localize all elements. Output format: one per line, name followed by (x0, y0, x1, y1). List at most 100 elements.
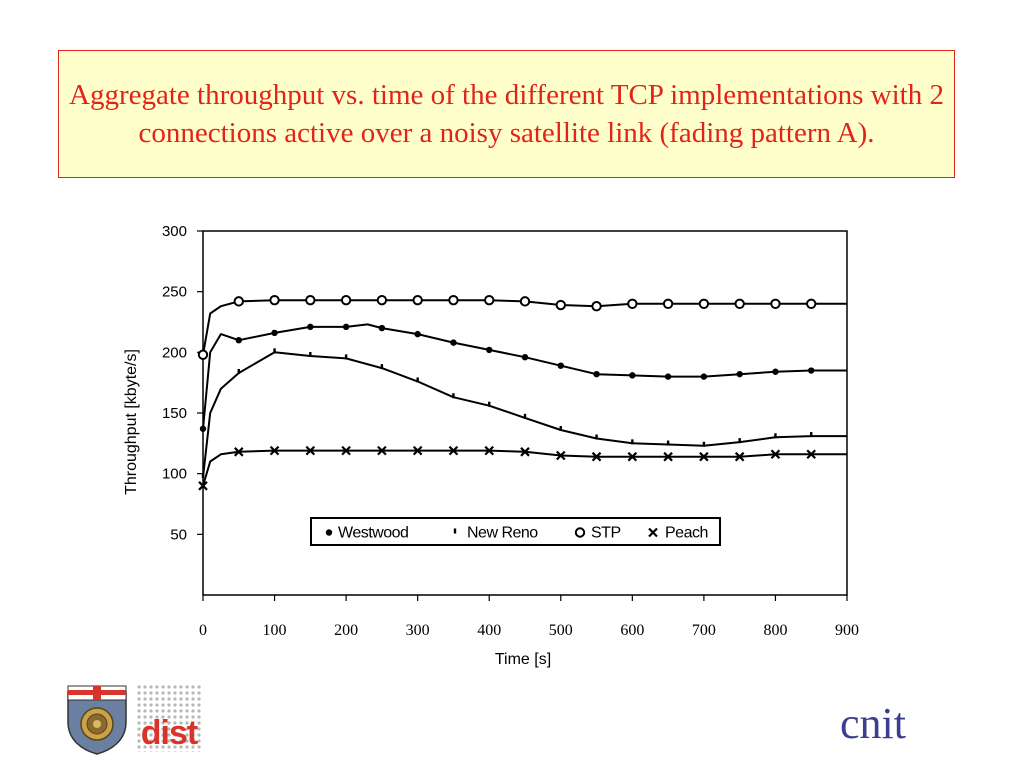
new-reno-point (273, 348, 276, 354)
peach-point (341, 445, 351, 456)
peach-point (233, 447, 244, 457)
new-reno-point (738, 438, 741, 444)
stp-point (770, 298, 781, 309)
peach-point-stroke (448, 445, 459, 456)
stp-point (269, 294, 280, 306)
westwood-point (199, 425, 207, 432)
westwood-point (808, 367, 815, 374)
x-tick-label: 0 (199, 622, 207, 639)
peach-point-stroke (591, 451, 602, 462)
university-crest-icon (67, 685, 127, 755)
new-reno-point (309, 351, 312, 357)
stp-point (591, 301, 602, 312)
stp-point (734, 298, 745, 309)
westwood-line (202, 323, 847, 429)
peach-point (448, 445, 459, 456)
peach-point (305, 445, 316, 456)
new-reno-point (237, 368, 240, 374)
cnit-logo: cnit (840, 699, 906, 748)
cnit-logo-text: cnit (840, 699, 906, 748)
peach-point-stroke (341, 445, 351, 456)
peach-point-stroke (412, 445, 423, 456)
peach-point-stroke (734, 451, 745, 462)
westwood-point (378, 324, 386, 332)
dist-logo-text: dist (141, 714, 198, 752)
x-tick-label: 800 (763, 622, 787, 639)
x-tick-label: 500 (549, 622, 573, 639)
legend-label-peach: Peach (665, 525, 708, 542)
stp-point (376, 294, 388, 306)
peach-point (663, 451, 673, 462)
westwood-point (736, 370, 743, 378)
westwood-point (557, 362, 564, 369)
peach-point-stroke (663, 451, 673, 462)
new-reno-point (488, 401, 491, 407)
peach-point (412, 445, 423, 456)
westwood-point (342, 323, 350, 331)
westwood-point (772, 368, 779, 375)
slide-title: Aggregate throughput vs. time of the dif… (69, 79, 944, 149)
westwood-point (593, 370, 600, 378)
peach-point-stroke (269, 445, 280, 456)
new-reno-point (702, 441, 706, 447)
new-reno-point (595, 434, 598, 440)
y-tick-label: 50 (170, 526, 187, 543)
stp-point (698, 298, 710, 309)
new-reno-point (452, 393, 455, 399)
westwood-point (325, 529, 333, 536)
peach-point (627, 451, 638, 462)
westwood-point (235, 337, 242, 344)
peach-point (520, 447, 530, 457)
new-reno-point (666, 440, 670, 446)
westwood-point (414, 330, 421, 338)
westwood-point (486, 346, 493, 354)
new-reno-point (453, 528, 457, 534)
peach-point-stroke (806, 449, 817, 460)
stp-point (484, 294, 495, 306)
peach-point-stroke (699, 451, 709, 462)
peach-point (770, 449, 781, 460)
westwood-point (521, 353, 529, 361)
new-reno-point (559, 425, 562, 431)
peach-point (269, 445, 280, 456)
new-reno-point (344, 354, 348, 360)
legend-label-westwood: Westwood (338, 525, 408, 542)
peach-point (484, 445, 495, 456)
peach-point-stroke (627, 451, 638, 462)
peach-point (648, 527, 658, 538)
stp-point (806, 298, 817, 309)
x-tick-label: 400 (477, 622, 501, 639)
title-box: Aggregate throughput vs. time of the dif… (58, 50, 955, 178)
westwood-point (664, 373, 672, 380)
peach-point-stroke (305, 445, 316, 456)
peach-point (198, 481, 208, 491)
x-tick-label: 600 (620, 622, 644, 639)
westwood-point (307, 323, 314, 331)
x-axis-label: Time [s] (495, 651, 551, 668)
peach-point (699, 451, 709, 462)
stp-point (448, 294, 459, 306)
peach-point-stroke (377, 445, 387, 456)
dist-logo: dist (136, 684, 202, 752)
new-reno-point (774, 433, 777, 439)
peach-point-stroke (648, 527, 658, 538)
stp-point (555, 299, 566, 311)
stp-point (412, 294, 423, 306)
new-reno-point (416, 377, 419, 383)
peach-point-stroke (770, 449, 781, 460)
peach-point-stroke (555, 450, 566, 461)
peach-point (806, 449, 817, 460)
y-tick-label: 200 (162, 344, 187, 361)
westwood-point (700, 373, 708, 380)
y-axis-label: Throughput [kbyte/s] (123, 349, 140, 495)
stp-point (340, 294, 352, 306)
new-reno-point (380, 364, 384, 370)
peach-point-stroke (520, 447, 530, 457)
stp-point (627, 298, 638, 309)
stp-point (519, 296, 531, 307)
y-tick-label: 300 (162, 223, 187, 240)
peach-point (555, 450, 566, 461)
peach-point (734, 451, 745, 462)
x-tick-label: 100 (263, 622, 287, 639)
